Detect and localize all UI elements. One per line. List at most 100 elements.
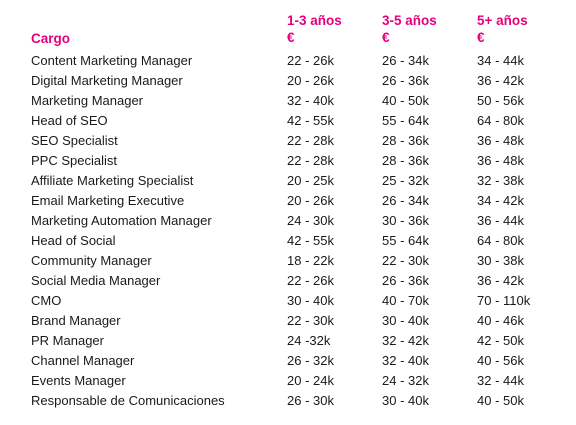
- salary-5-plus-years-cell: 70 - 110k: [477, 293, 531, 308]
- salary-5-plus-years-cell: 36 - 42k: [477, 273, 524, 288]
- salary-1-3-years-cell: 24 -32k: [287, 333, 331, 348]
- salary-3-5-years-cell: 40 - 50k: [382, 93, 429, 108]
- role-cell: Social Media Manager: [31, 273, 161, 288]
- salary-3-5-years-cell: 55 - 64k: [382, 233, 429, 248]
- role-cell: Marketing Automation Manager: [31, 213, 212, 228]
- salary-1-3-years-cell: 22 - 26k: [287, 273, 334, 288]
- table-body: Content Marketing Manager 22 - 26k 26 - 34…: [0, 51, 576, 411]
- table-row: SEO Specialist 22 - 28k 28 - 36k 36 - 48k: [0, 131, 576, 151]
- salary-5-plus-years-cell: 40 - 46k: [477, 313, 524, 328]
- salary-3-5-years-cell: 26 - 36k: [382, 73, 429, 88]
- salary-3-5-years-cell: 24 - 32k: [382, 373, 429, 388]
- header-5-plus-years-label: 5+ años: [477, 13, 528, 28]
- salary-1-3-years-cell: 22 - 28k: [287, 153, 334, 168]
- table-row: Digital Marketing Manager 20 - 26k 26 - 36…: [0, 71, 576, 91]
- header-5-plus-years-currency: €: [477, 30, 485, 45]
- salary-1-3-years-cell: 18 - 22k: [287, 253, 334, 268]
- table-header: Cargo 1-3 años € 3-5 años € 5+ años €: [0, 12, 576, 52]
- header-1-3-years: 1-3 años €: [287, 12, 342, 46]
- role-cell: Head of Social: [31, 233, 116, 248]
- table-row: Marketing Automation Manager 24 - 30k 30 -…: [0, 211, 576, 231]
- table-row: Head of SEO 42 - 55k 55 - 64k 64 - 80k: [0, 111, 576, 131]
- salary-1-3-years-cell: 22 - 30k: [287, 313, 334, 328]
- role-cell: Channel Manager: [31, 353, 135, 368]
- role-cell: Email Marketing Executive: [31, 193, 185, 208]
- role-cell: Content Marketing Manager: [31, 53, 193, 68]
- salary-1-3-years-cell: 26 - 32k: [287, 353, 334, 368]
- table-row: PR Manager 24 -32k 32 - 42k 42 - 50k: [0, 331, 576, 351]
- header-1-3-years-label: 1-3 años: [287, 13, 342, 28]
- salary-1-3-years-cell: 42 - 55k: [287, 113, 334, 128]
- salary-5-plus-years-cell: 34 - 44k: [477, 53, 524, 68]
- role-cell: PPC Specialist: [31, 153, 117, 168]
- salary-3-5-years-cell: 22 - 30k: [382, 253, 429, 268]
- salary-3-5-years-cell: 30 - 40k: [382, 393, 429, 408]
- table-row: PPC Specialist 22 - 28k 28 - 36k 36 - 48k: [0, 151, 576, 171]
- role-cell: Brand Manager: [31, 313, 121, 328]
- table-row: Channel Manager 26 - 32k 32 - 40k 40 - 56k: [0, 351, 576, 371]
- salary-5-plus-years-cell: 64 - 80k: [477, 113, 524, 128]
- table-row: CMO 30 - 40k 40 - 70k 70 - 110k: [0, 291, 576, 311]
- salary-1-3-years-cell: 42 - 55k: [287, 233, 334, 248]
- header-3-5-years: 3-5 años €: [382, 12, 437, 46]
- salary-1-3-years-cell: 20 - 25k: [287, 173, 334, 188]
- salary-1-3-years-cell: 20 - 24k: [287, 373, 334, 388]
- salary-3-5-years-cell: 26 - 34k: [382, 53, 429, 68]
- salary-3-5-years-cell: 26 - 36k: [382, 273, 429, 288]
- table-row: Social Media Manager 22 - 26k 26 - 36k 36 -…: [0, 271, 576, 291]
- salary-5-plus-years-cell: 34 - 42k: [477, 193, 524, 208]
- table-row: Community Manager 18 - 22k 22 - 30k 30 - 38…: [0, 251, 576, 271]
- role-cell: PR Manager: [31, 333, 104, 348]
- salary-1-3-years-cell: 20 - 26k: [287, 73, 334, 88]
- table-row: Events Manager 20 - 24k 24 - 32k 32 - 44k: [0, 371, 576, 391]
- role-cell: Digital Marketing Manager: [31, 73, 183, 88]
- salary-1-3-years-cell: 22 - 28k: [287, 133, 334, 148]
- salary-5-plus-years-cell: 40 - 56k: [477, 353, 524, 368]
- salary-5-plus-years-cell: 36 - 48k: [477, 133, 524, 148]
- salary-3-5-years-cell: 30 - 40k: [382, 313, 429, 328]
- salary-3-5-years-cell: 55 - 64k: [382, 113, 429, 128]
- salary-3-5-years-cell: 28 - 36k: [382, 153, 429, 168]
- salary-1-3-years-cell: 26 - 30k: [287, 393, 334, 408]
- salary-5-plus-years-cell: 40 - 50k: [477, 393, 524, 408]
- table-row: Head of Social 42 - 55k 55 - 64k 64 - 80k: [0, 231, 576, 251]
- salary-5-plus-years-cell: 64 - 80k: [477, 233, 524, 248]
- role-cell: Affiliate Marketing Specialist: [31, 173, 194, 188]
- salary-5-plus-years-cell: 30 - 38k: [477, 253, 524, 268]
- table-row: Content Marketing Manager 22 - 26k 26 - 34…: [0, 51, 576, 71]
- salary-1-3-years-cell: 20 - 26k: [287, 193, 334, 208]
- header-5-plus-years: 5+ años €: [477, 12, 528, 46]
- table-row: Affiliate Marketing Specialist 20 - 25k 25…: [0, 171, 576, 191]
- role-cell: Events Manager: [31, 373, 126, 388]
- header-3-5-years-currency: €: [382, 30, 390, 45]
- salary-1-3-years-cell: 24 - 30k: [287, 213, 334, 228]
- salary-5-plus-years-cell: 36 - 44k: [477, 213, 524, 228]
- salary-3-5-years-cell: 32 - 42k: [382, 333, 429, 348]
- table-row: Email Marketing Executive 20 - 26k 26 - 34…: [0, 191, 576, 211]
- role-cell: CMO: [31, 293, 62, 308]
- salary-5-plus-years-cell: 36 - 48k: [477, 153, 524, 168]
- salary-3-5-years-cell: 26 - 34k: [382, 193, 429, 208]
- salary-1-3-years-cell: 30 - 40k: [287, 293, 334, 308]
- header-1-3-years-currency: €: [287, 30, 295, 45]
- salary-3-5-years-cell: 40 - 70k: [382, 293, 429, 308]
- salary-5-plus-years-cell: 32 - 38k: [477, 173, 524, 188]
- header-3-5-years-label: 3-5 años: [382, 13, 437, 28]
- role-cell: Marketing Manager: [31, 93, 143, 108]
- salary-5-plus-years-cell: 50 - 56k: [477, 93, 524, 108]
- role-cell: Head of SEO: [31, 113, 108, 128]
- salary-3-5-years-cell: 32 - 40k: [382, 353, 429, 368]
- table-row: Marketing Manager 32 - 40k 40 - 50k 50 - 56…: [0, 91, 576, 111]
- header-role: Cargo: [31, 31, 71, 46]
- table-row: Brand Manager 22 - 30k 30 - 40k 40 - 46k: [0, 311, 576, 331]
- role-cell: SEO Specialist: [31, 133, 118, 148]
- table-row: Responsable de Comunicaciones 26 - 30k 30 …: [0, 391, 576, 411]
- salary-3-5-years-cell: 28 - 36k: [382, 133, 429, 148]
- role-cell: Responsable de Comunicaciones: [31, 393, 225, 408]
- salary-1-3-years-cell: 32 - 40k: [287, 93, 334, 108]
- salary-5-plus-years-cell: 42 - 50k: [477, 333, 524, 348]
- salary-3-5-years-cell: 30 - 36k: [382, 213, 429, 228]
- salary-5-plus-years-cell: 36 - 42k: [477, 73, 524, 88]
- salary-1-3-years-cell: 22 - 26k: [287, 53, 334, 68]
- role-cell: Community Manager: [31, 253, 152, 268]
